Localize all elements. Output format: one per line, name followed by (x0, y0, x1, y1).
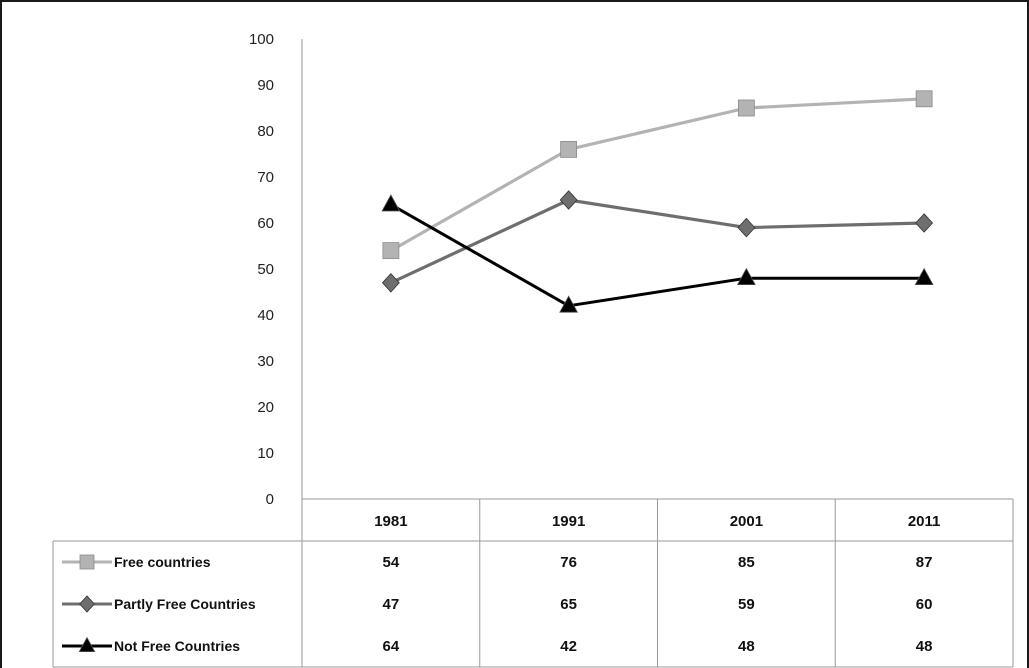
series-line (390, 198, 925, 285)
legend-series-label: Not Free Countries (114, 638, 240, 654)
table-value-cell: 76 (560, 554, 577, 571)
data-point-marker (381, 273, 400, 293)
table-value-cell: 47 (383, 596, 400, 613)
series-line (390, 97, 925, 252)
series-1 (381, 190, 934, 293)
data-point-marker (559, 295, 579, 313)
data-point-marker (737, 217, 756, 238)
legend-series-label: Partly Free Countries (114, 596, 256, 612)
y-tick-label: 30 (257, 353, 274, 370)
y-tick-label: 60 (257, 215, 274, 232)
y-tick-label: 70 (257, 169, 274, 186)
table-value-cell: 48 (916, 638, 933, 655)
table-value-cell: 42 (560, 638, 577, 655)
legend-key-marker (78, 636, 96, 652)
data-point-marker (736, 267, 756, 286)
data-point-marker (560, 140, 578, 158)
y-axis-tick-labels: 0 10 20 30 40 50 60 70 80 90 100 (249, 31, 274, 508)
table-value-cell: 48 (738, 638, 755, 655)
series-2 (381, 194, 934, 313)
x-category-label: 1981 (374, 513, 407, 530)
table-value-cell: 54 (383, 554, 400, 571)
x-category-label: 1991 (552, 513, 585, 530)
table-value-cell: 85 (738, 554, 755, 571)
y-tick-label: 10 (257, 445, 274, 462)
y-tick-label: 40 (257, 307, 274, 324)
table-value-cell: 60 (916, 596, 933, 613)
legend-key-marker (79, 595, 95, 613)
table-value-cell: 87 (916, 554, 933, 571)
data-point-marker (914, 267, 934, 286)
y-tick-label: 20 (257, 399, 274, 416)
series-layer (381, 90, 934, 313)
series-0 (382, 90, 933, 260)
data-point-marker (559, 190, 578, 210)
legend-key-marker (79, 554, 95, 570)
y-tick-label: 100 (249, 31, 274, 48)
y-tick-label: 50 (257, 261, 274, 278)
x-category-label: 2001 (730, 513, 763, 530)
table-value-cell: 64 (383, 638, 400, 655)
axes-and-table-lines (52, 39, 1014, 668)
legend-series-label: Free countries (114, 554, 211, 570)
y-tick-label: 90 (257, 77, 274, 94)
table-value-cell: 59 (738, 596, 755, 613)
y-tick-label: 80 (257, 123, 274, 140)
y-tick-label: 0 (266, 491, 274, 508)
data-point-marker (915, 90, 933, 108)
series-line (390, 203, 925, 308)
data-point-marker (915, 213, 934, 233)
data-point-marker (381, 194, 401, 212)
x-category-label: 2011 (908, 513, 941, 530)
table-value-cell: 65 (560, 596, 577, 613)
data-point-marker (382, 242, 400, 260)
data-point-marker (737, 99, 755, 117)
data-table: 1981 1991 2001 2011 Free countries 54 76 85 87 Pa… (62, 513, 940, 655)
